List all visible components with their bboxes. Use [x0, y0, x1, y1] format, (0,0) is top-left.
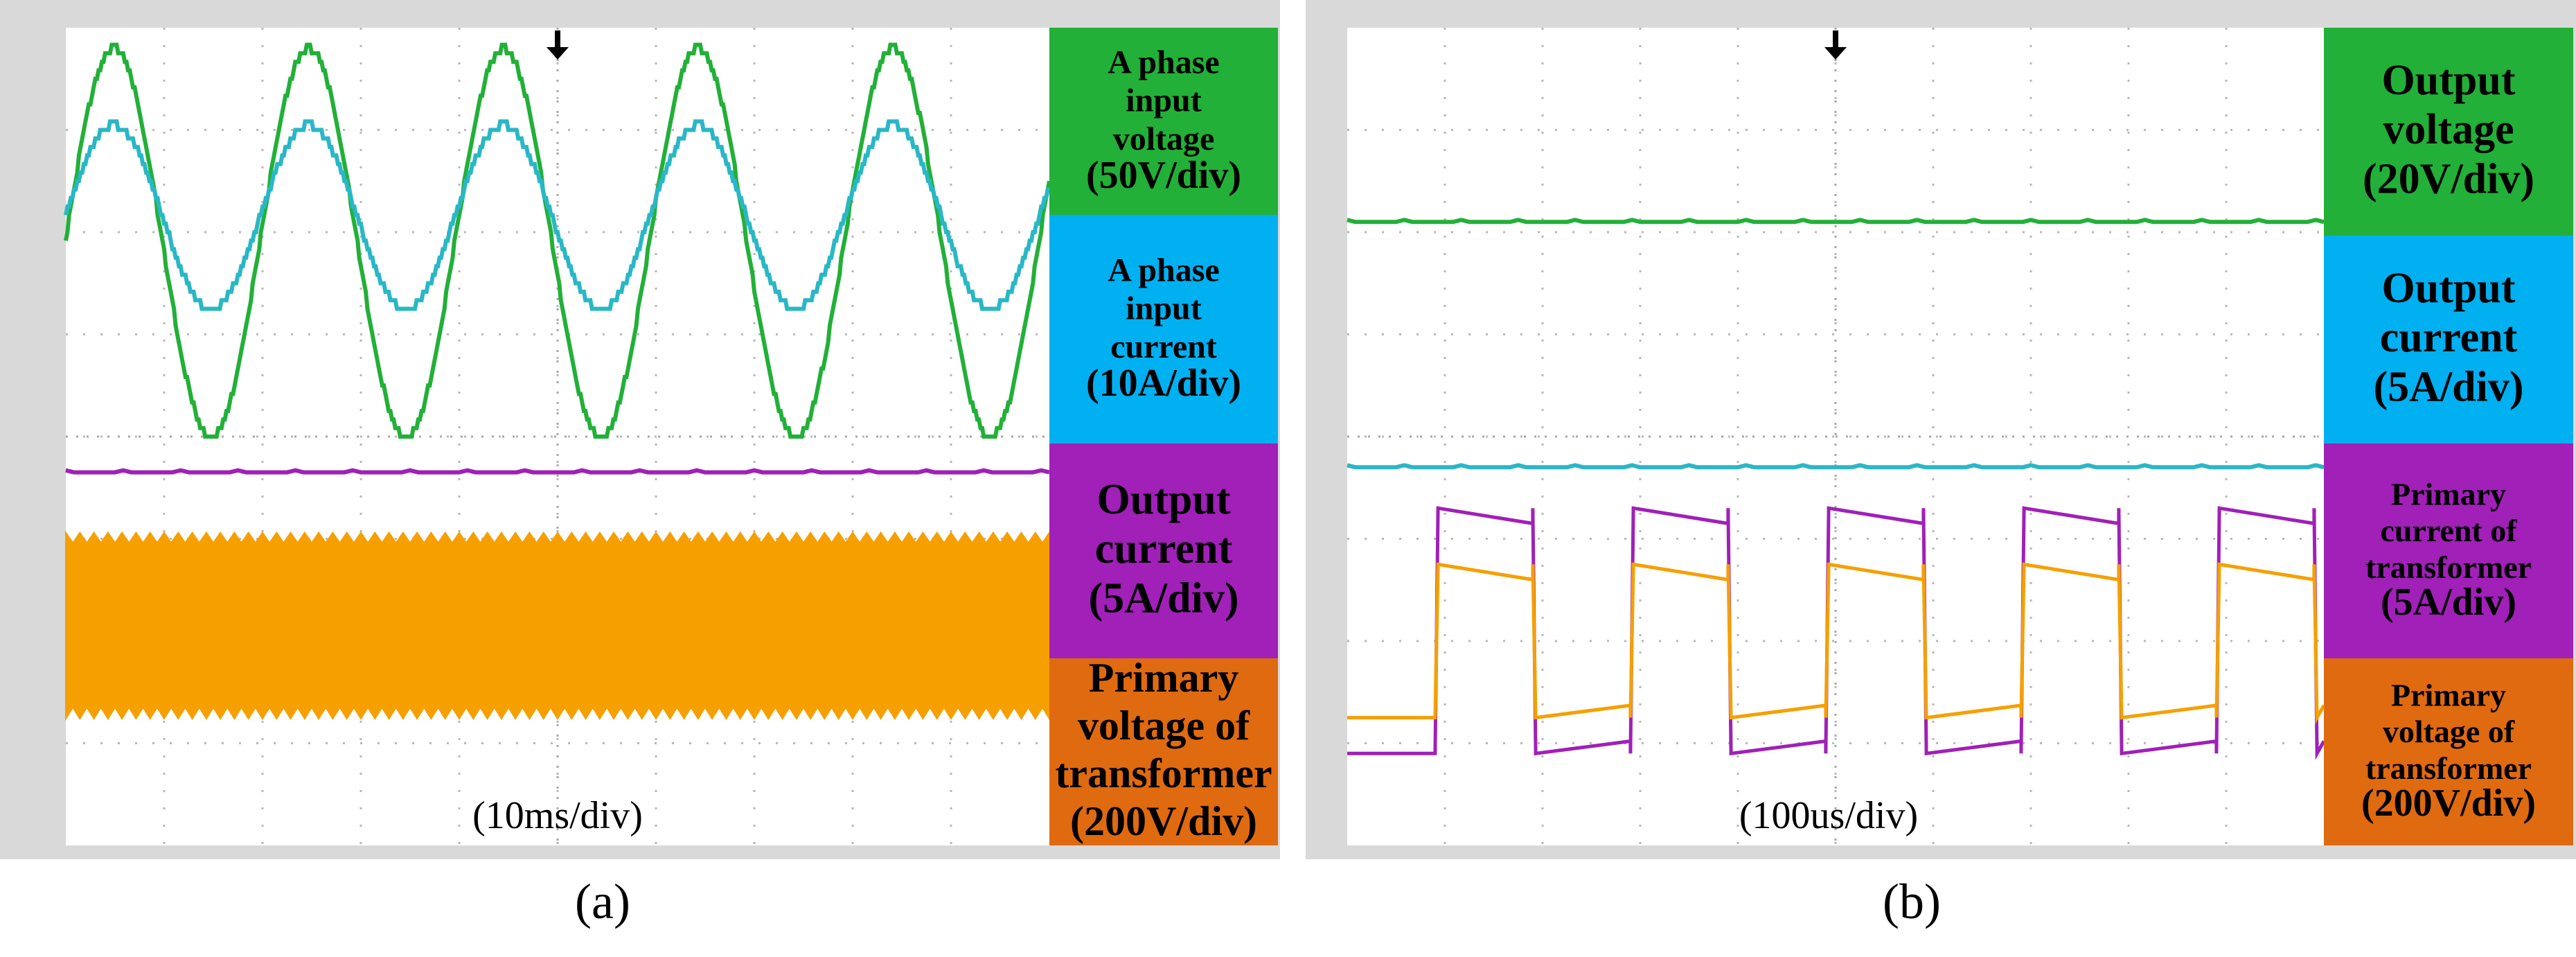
legend-text-1-2: (5A/div)	[2374, 363, 2524, 410]
series-0-trace	[64, 42, 1051, 439]
series-0-trace	[1347, 218, 2325, 225]
legend-text-2-0: Primary	[2391, 476, 2506, 511]
legend-text-3-1: voltage of	[2383, 714, 2515, 749]
legend-text-0-3: (50V/div)	[1086, 154, 1241, 197]
legend-text-0-2: voltage	[1113, 121, 1215, 157]
legend-text-2-0: Output	[1097, 476, 1231, 523]
series-3-trace	[65, 530, 1050, 721]
legend-text-2-2: transformer	[2365, 550, 2532, 585]
legend-box-1	[2324, 236, 2573, 444]
legend-box-0	[2324, 28, 2573, 236]
panel-b-timebase: (100us/div)	[1739, 794, 1918, 837]
panel-a-caption: (a)	[575, 874, 630, 929]
legend-box-2	[1049, 444, 1278, 658]
legend-text-1-3: (10A/div)	[1086, 362, 1241, 405]
legend-text-0-1: voltage	[2383, 106, 2514, 153]
legend-box-2	[2324, 444, 2573, 658]
panel-b-labels: Outputvoltage(20V/div)Outputcurrent(5A/d…	[2324, 28, 2573, 845]
legend-box-3	[1049, 658, 1278, 845]
legend-text-0-1: input	[1126, 82, 1201, 119]
panel-b: Outputvoltage(20V/div)Outputcurrent(5A/d…	[1306, 0, 2576, 929]
panel-a-grid	[66, 28, 1049, 845]
trigger-marker-icon	[1824, 30, 1847, 60]
legend-text-1-2: current	[1110, 328, 1217, 365]
panel-b-grid	[1347, 28, 2324, 845]
legend-box-0	[1049, 28, 1278, 215]
series-2-trace	[1347, 506, 2326, 760]
legend-text-1-0: A phase	[1108, 252, 1219, 288]
legend-text-3-0: Primary	[2391, 677, 2506, 712]
series-2-trace	[65, 468, 1050, 475]
legend-text-2-3: (5A/div)	[2381, 581, 2516, 624]
legend-text-1-1: current	[2380, 314, 2518, 361]
legend-text-0-2: (20V/div)	[2363, 155, 2534, 202]
legend-text-0-0: Output	[2382, 57, 2516, 104]
panel-a-timebase: (10ms/div)	[472, 794, 643, 837]
series-1-trace	[64, 119, 1050, 311]
series-3-trace	[1347, 562, 2326, 724]
panel-b-traces	[1347, 218, 2326, 760]
legend-text-3-3: (200V/div)	[1070, 798, 1257, 844]
trigger-marker-icon	[547, 30, 569, 60]
legend-text-3-3: (200V/div)	[2361, 782, 2536, 825]
legend-box-3	[2324, 658, 2573, 845]
legend-text-2-2: (5A/div)	[1089, 574, 1239, 622]
legend-text-1-0: Output	[2382, 265, 2516, 312]
legend-text-1-1: input	[1126, 290, 1201, 327]
panel-b-caption: (b)	[1883, 874, 1941, 929]
legend-box-1	[1049, 215, 1278, 444]
legend-text-3-0: Primary	[1089, 655, 1239, 701]
legend-text-3-2: transformer	[1055, 750, 1272, 796]
legend-text-3-2: transformer	[2365, 750, 2532, 786]
series-1-trace	[1347, 463, 2325, 470]
legend-text-0-0: A phase	[1108, 44, 1219, 80]
legend-text-3-1: voltage of	[1078, 703, 1250, 748]
legend-text-2-1: current	[1095, 525, 1233, 572]
legend-text-2-1: current of	[2380, 513, 2517, 548]
